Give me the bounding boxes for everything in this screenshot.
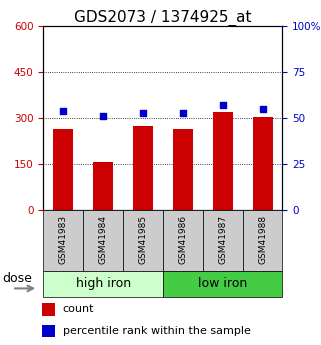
Point [100,114,106,119]
Bar [163,210,203,271]
Title: GDS2073 / 1374925_at: GDS2073 / 1374925_at [74,10,252,26]
Bar [243,210,282,271]
Text: dose: dose [2,272,32,285]
Bar [163,271,282,297]
Text: low iron: low iron [198,277,247,290]
Point [140,110,145,115]
Text: percentile rank within the sample: percentile rank within the sample [63,326,251,336]
Text: GSM41985: GSM41985 [138,215,147,264]
Bar [123,210,163,271]
Point [260,106,265,112]
Text: GSM41984: GSM41984 [99,215,108,264]
Bar [53,129,73,210]
Bar [133,126,153,210]
Text: GSM41986: GSM41986 [178,215,187,264]
Bar [203,210,243,271]
Text: GSM41988: GSM41988 [258,215,267,264]
Point [61,108,66,114]
Bar [173,129,193,210]
Bar [213,112,233,210]
Text: GSM41983: GSM41983 [59,215,68,264]
Bar [42,303,55,316]
Bar [93,162,113,210]
Text: GSM41987: GSM41987 [218,215,227,264]
Point [180,110,186,115]
Bar [42,325,55,337]
Bar [253,117,273,210]
Bar [43,210,83,271]
Bar [43,271,163,297]
Point [220,102,225,108]
Text: high iron: high iron [75,277,131,290]
Text: count: count [63,304,94,314]
Bar [83,210,123,271]
